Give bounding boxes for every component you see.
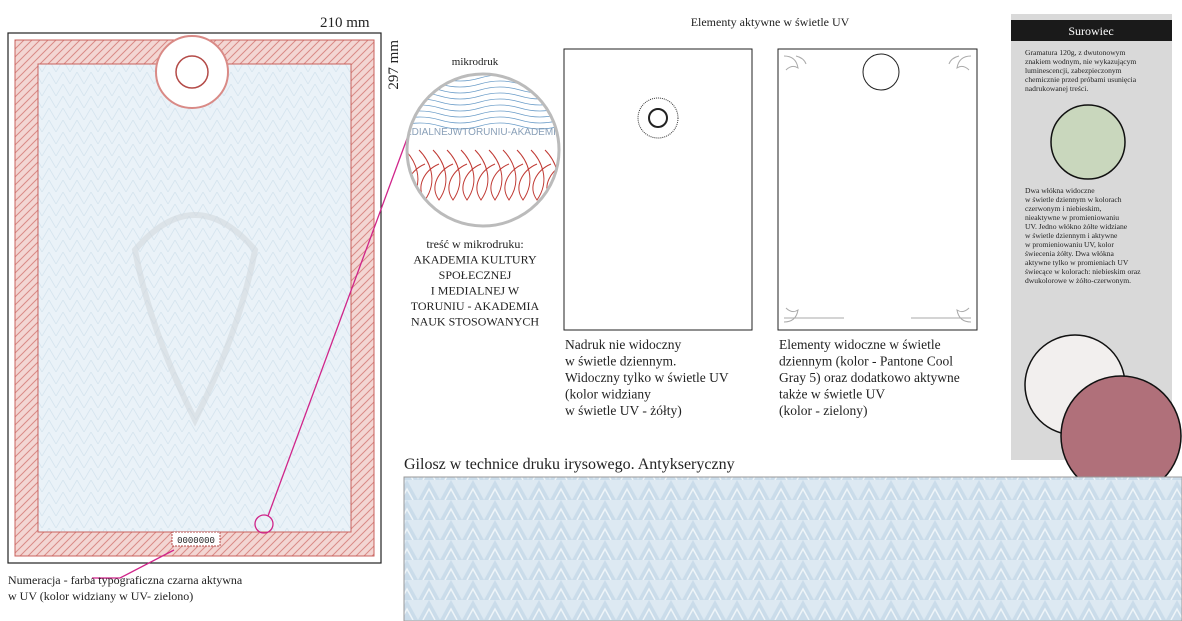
text-line: w świetle dziennym i aktywne — [1025, 231, 1118, 240]
guilloche-sample — [404, 477, 1182, 621]
uv-title: Elementy aktywne w świetle UV — [691, 15, 850, 29]
text-line: Widoczny tylko w świetle UV — [565, 370, 729, 385]
text-line: luminescencji, zabezpieczonym — [1025, 66, 1122, 75]
uv-panel — [778, 49, 977, 330]
text-line: w świetle UV - żółty) — [565, 403, 682, 418]
uv-panel — [564, 49, 752, 330]
text-line: w promieniowaniu UV, kolor — [1025, 240, 1114, 249]
text-line: UV. Jedno włókno żółte widziane — [1025, 222, 1128, 231]
text-line: SPOŁECZNEJ — [439, 268, 512, 282]
guilloche-title: Gilosz w technice druku irysowego. Antyk… — [404, 456, 735, 473]
certificate: 0000000 — [8, 33, 381, 563]
text-line: świecące w kolorach: niebieskim oraz — [1025, 267, 1141, 276]
text-line: (kolor - zielony) — [779, 403, 867, 418]
microprint-sample: EDIALNEJWTORUNIU-AKADEMI — [405, 127, 556, 138]
serial-number: 0000000 — [177, 536, 215, 546]
uv-circle — [863, 54, 899, 90]
page: 0000000 210 mm 297 mm Numeracja - farba … — [0, 0, 1182, 621]
text-line: chemicznie przed próbami usunięcia — [1025, 75, 1137, 84]
text-line: nadrukowanej treści. — [1025, 84, 1088, 93]
text-line: NAUK STOSOWANYCH — [411, 315, 539, 329]
text-line: TORUNIU - AKADEMIA — [411, 299, 540, 313]
numbering-note: w UV (kolor widziany w UV- zielono) — [8, 589, 193, 603]
text-line: Gray 5) oraz dodatkowo aktywne — [779, 370, 960, 385]
text-line: (kolor widziany — [565, 387, 651, 402]
paper-sample — [1051, 105, 1125, 179]
text-line: aktywne tylko w promieniach UV — [1025, 258, 1129, 267]
text-line: dwukolorowe w żółto-czerwonym. — [1025, 276, 1131, 285]
text-line: znakiem wodnym, nie wykazującym — [1025, 57, 1136, 66]
text-line: w świetle dziennym w kolorach — [1025, 195, 1122, 204]
text-line: treść w mikrodruku: — [426, 237, 523, 251]
text-line: Elementy widoczne w świetle — [779, 337, 941, 352]
width-label: 210 mm — [320, 15, 370, 31]
text-line: Gramatura 120g, z dwutonowym — [1025, 48, 1125, 57]
text-line: świecenia żółty. Dwa włókna — [1025, 249, 1115, 258]
text-line: także w świetle UV — [779, 387, 885, 402]
text-line: Nadruk nie widoczny — [565, 337, 681, 352]
material-title: Surowiec — [1068, 24, 1113, 38]
text-line: Dwa włókna widoczne — [1025, 186, 1095, 195]
text-line: dziennym (kolor - Pantone Cool — [779, 354, 953, 369]
height-label: 297 mm — [386, 40, 402, 90]
text-line: w świetle dziennym. — [565, 354, 676, 369]
text-line: AKADEMIA KULTURY — [413, 253, 537, 267]
text-line: nieaktywne w promieniowaniu — [1025, 213, 1119, 222]
microprint-label: mikrodruk — [452, 56, 499, 68]
text-line: I MEDIALNEJ W — [431, 284, 520, 298]
text-line: czerwonym i niebieskim, — [1025, 204, 1102, 213]
numbering-note: Numeracja - farba typograficzna czarna a… — [8, 573, 243, 587]
